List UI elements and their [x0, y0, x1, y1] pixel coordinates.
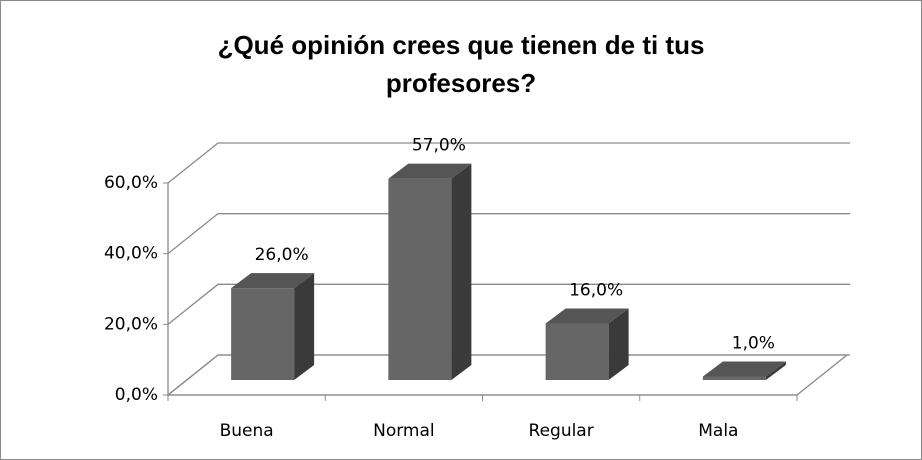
- grid-line: [167, 213, 850, 255]
- data-label: 16,0%: [569, 280, 623, 300]
- bar: [702, 376, 766, 380]
- bar-side: [765, 361, 786, 380]
- y-tick-label: 0,0%: [115, 385, 158, 405]
- y-tick-label: 20,0%: [104, 314, 158, 334]
- bar-top: [545, 308, 629, 324]
- bar: [545, 323, 609, 380]
- chart-title: ¿Qué opinión crees que tienen de ti tus …: [217, 30, 705, 98]
- bar-side: [608, 308, 629, 380]
- y-tick-label: 40,0%: [104, 244, 158, 264]
- bar-top: [702, 361, 786, 377]
- bar: [231, 288, 295, 380]
- grid-line: [167, 142, 850, 184]
- data-label: 1,0%: [732, 333, 775, 353]
- grid-line: [167, 283, 850, 325]
- y-tick-label: 60,0%: [104, 173, 158, 193]
- x-tick-label: Normal: [373, 421, 435, 441]
- x-tick-label: Regular: [529, 421, 594, 441]
- bar-side: [294, 273, 315, 380]
- bar-side: [451, 163, 472, 380]
- bar-top: [388, 163, 472, 179]
- bar-top: [231, 273, 315, 289]
- bar: [388, 178, 452, 380]
- x-tick-label: Buena: [220, 421, 274, 441]
- data-label: 26,0%: [255, 245, 309, 265]
- data-label: 57,0%: [412, 136, 466, 156]
- x-tick-label: Mala: [698, 421, 738, 441]
- grid-line: [167, 354, 850, 396]
